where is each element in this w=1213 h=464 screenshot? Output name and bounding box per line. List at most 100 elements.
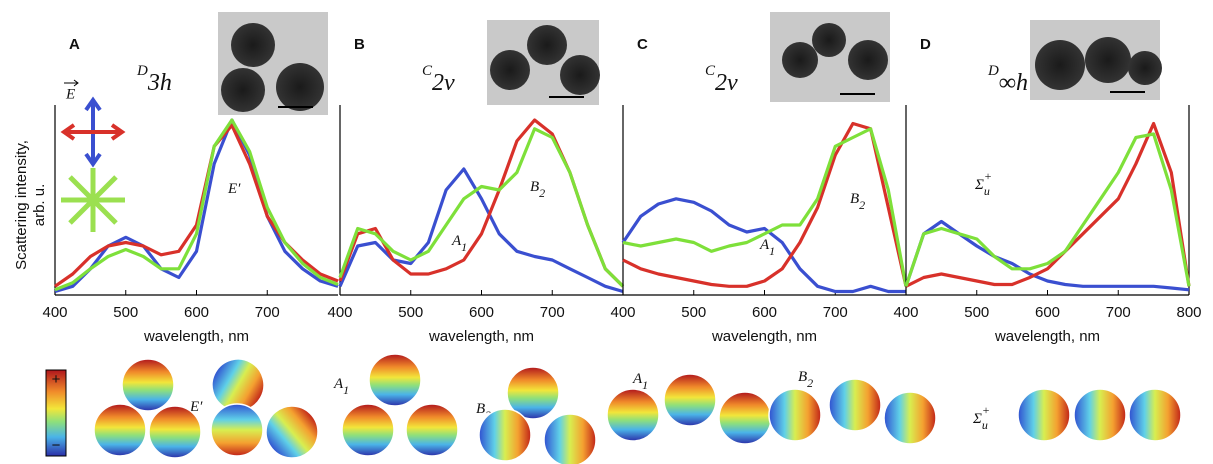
colorbar <box>45 369 67 457</box>
charge-map <box>606 388 660 442</box>
x-axis-label: wavelength, nm <box>994 328 1100 345</box>
charge-map <box>368 353 422 407</box>
symmetry-label: C2v <box>422 63 455 95</box>
charge-map <box>478 408 532 462</box>
x-tick-label: 400 <box>327 304 352 321</box>
peak-label-main: A <box>759 237 770 253</box>
x-tick-label: 400 <box>610 304 635 321</box>
tem-particle <box>221 68 265 112</box>
peak-label: E′ <box>227 181 241 197</box>
charge-map <box>828 378 882 432</box>
symmetry-label-sub: 2v <box>432 70 455 96</box>
spectrum-line <box>622 127 908 287</box>
peak-label: B2 <box>530 179 545 199</box>
tem-particle <box>231 23 275 67</box>
spectrum-line <box>622 121 908 288</box>
peak-label-sub: 2 <box>539 186 545 200</box>
peak-label: B2 <box>850 191 865 211</box>
x-axis-label: wavelength, nm <box>143 328 249 345</box>
tem-particle <box>1128 51 1162 85</box>
peak-label: Σu+ <box>974 169 992 198</box>
charge-map <box>148 405 202 459</box>
tem-particle <box>490 50 530 90</box>
peak-label-main: B <box>850 191 859 207</box>
polarization-red <box>60 123 126 141</box>
x-tick-label: 700 <box>823 304 848 321</box>
tem-particle <box>848 40 888 80</box>
charge-map <box>1017 388 1071 442</box>
charge-map <box>341 403 395 457</box>
x-tick-label: 600 <box>184 304 209 321</box>
symmetry-label-sub: 3h <box>147 70 172 96</box>
peak-label-main: B <box>530 179 539 195</box>
symmetry-label: D3h <box>136 63 172 95</box>
symmetry-label-main: D <box>136 63 148 79</box>
mode-label-sub: 1 <box>642 378 648 392</box>
tem-particle <box>1085 37 1131 83</box>
x-tick-label: 600 <box>1035 304 1060 321</box>
symmetry-label: C2v <box>705 63 738 95</box>
charge-map <box>718 391 772 445</box>
mode-label-sub: 1 <box>343 383 349 397</box>
charge-map <box>405 403 459 457</box>
mode-label: Σu+ <box>972 403 990 432</box>
mode-label-main: A <box>333 376 344 392</box>
x-tick-label: 700 <box>255 304 280 321</box>
colorbar-label: + <box>52 371 61 388</box>
tem-particle <box>1035 40 1085 90</box>
mode-label-sub: 2 <box>807 376 813 390</box>
mode-label-main: A <box>632 371 643 387</box>
charge-map <box>883 391 937 445</box>
charge-map <box>265 405 319 459</box>
peak-label: A1 <box>451 233 467 253</box>
symmetry-label-sub: ∞h <box>999 70 1028 96</box>
x-tick-label: 600 <box>469 304 494 321</box>
mode-label: A1 <box>333 376 349 396</box>
spectrum-line <box>904 132 1191 287</box>
x-axis-label: wavelength, nm <box>428 328 534 345</box>
peak-label-main: A <box>451 233 462 249</box>
panel-letter: D <box>920 36 931 53</box>
spectrum-line <box>338 167 624 294</box>
charge-map <box>1073 388 1127 442</box>
spectrum-line <box>904 219 1190 292</box>
charge-map <box>1128 388 1182 442</box>
spectrum-line <box>54 118 339 294</box>
charge-map <box>210 403 264 457</box>
mode-label-sup: + <box>982 403 990 417</box>
mode-label: B2 <box>798 369 813 389</box>
tem-particle <box>560 55 600 95</box>
tem-particle <box>527 25 567 65</box>
mode-label-main: B <box>476 401 485 417</box>
mode-label-main: B <box>798 369 807 385</box>
mode-label: E′ <box>189 399 203 415</box>
peak-label: A1 <box>759 237 775 257</box>
tem-particle <box>812 23 846 57</box>
spectrum-line <box>54 118 339 292</box>
peak-label-sub: u <box>984 184 990 198</box>
charge-map <box>121 358 175 412</box>
charge-map <box>93 403 147 457</box>
symmetry-label-main: C <box>422 63 433 79</box>
peak-label-sub: 2 <box>859 198 865 212</box>
peak-label-main: E′ <box>227 181 241 197</box>
mode-label: A1 <box>632 371 648 391</box>
mode-label-sub: u <box>982 418 988 432</box>
panel-letter: A <box>69 36 80 53</box>
peak-label-main: Σ <box>974 177 984 193</box>
colorbar-label: − <box>52 437 61 454</box>
x-tick-label: 500 <box>964 304 989 321</box>
x-tick-label: 600 <box>752 304 777 321</box>
spectrum-line <box>905 121 1191 288</box>
x-tick-label: 700 <box>540 304 565 321</box>
peak-label-sub: 1 <box>769 244 775 258</box>
y-axis-label: Scattering intensity, <box>13 140 30 270</box>
tem-particle <box>276 63 324 111</box>
mode-label-main: Σ <box>972 411 982 427</box>
mode-label-main: E′ <box>189 399 203 415</box>
charge-map <box>768 388 822 442</box>
x-tick-label: 400 <box>893 304 918 321</box>
x-axis-label: wavelength, nm <box>711 328 817 345</box>
x-tick-label: 800 <box>1176 304 1201 321</box>
x-tick-label: 700 <box>1106 304 1131 321</box>
